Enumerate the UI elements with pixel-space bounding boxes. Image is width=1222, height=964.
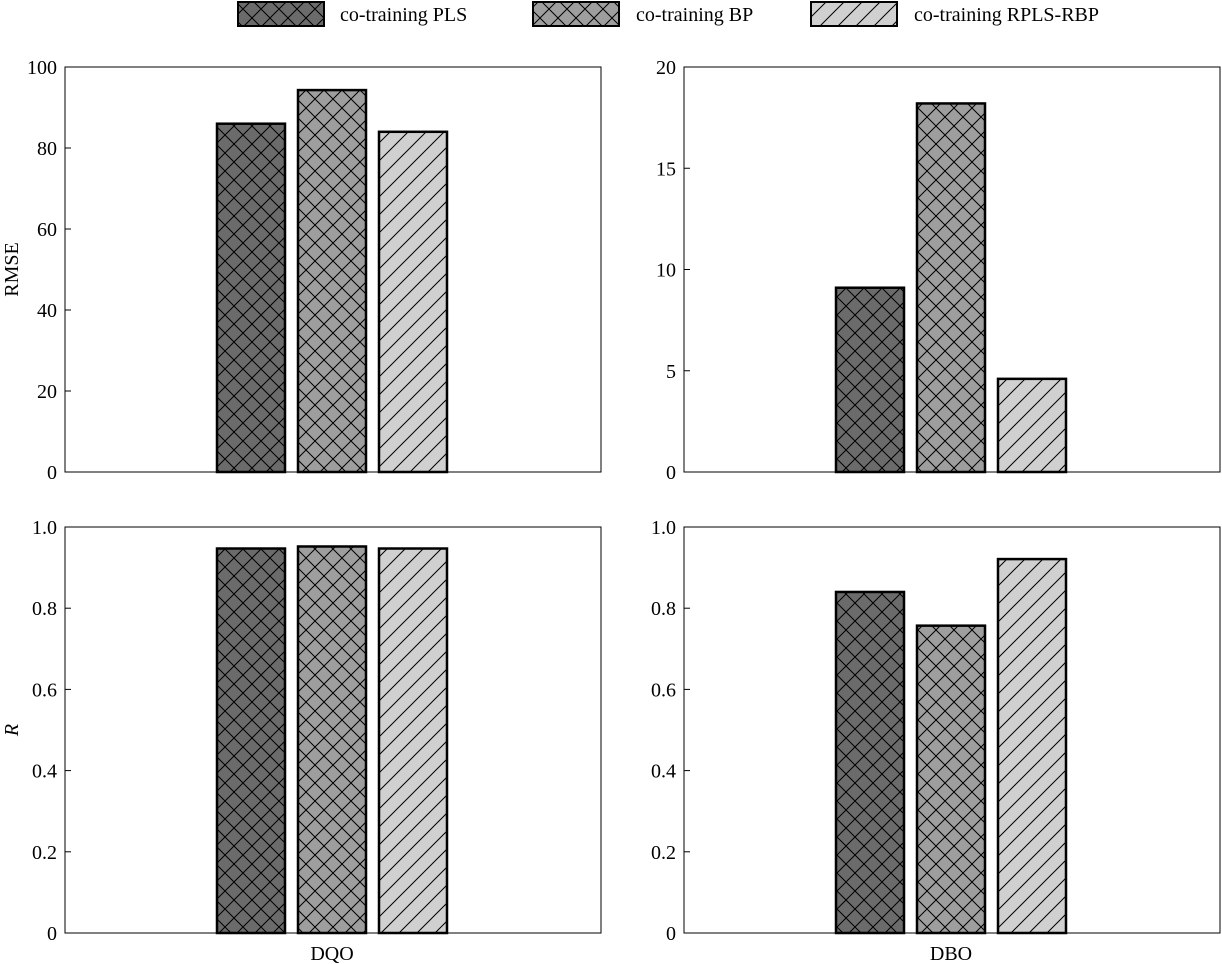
- y-tick-label: 0.4: [651, 761, 676, 783]
- legend-label-pls: co-training PLS: [340, 4, 467, 26]
- y-tick-label: 0.4: [32, 761, 57, 783]
- y-tick-label: 0.2: [651, 842, 676, 864]
- y-tick-label: 10: [656, 260, 676, 282]
- legend-label-rpls-rbp: co-training RPLS-RBP: [914, 4, 1099, 26]
- y-tick-label: 0.8: [651, 598, 676, 620]
- y-axis-label: R: [1, 724, 23, 737]
- chart-rmse-dqo: 0 20 40 60 80 100 RMSE: [1, 57, 602, 484]
- y-tick-label: 20: [656, 57, 676, 79]
- y-tick-label: 100: [27, 57, 57, 79]
- bar-hatch-co-training-bp: [915, 102, 987, 474]
- legend-item-bp: co-training BP: [532, 1, 753, 27]
- legend-item-rpls-rbp: co-training RPLS-RBP: [810, 1, 1099, 27]
- y-tick-label: 20: [37, 381, 57, 403]
- y-tick-label: 5: [666, 361, 676, 383]
- bar-hatch-co-training-bp: [915, 624, 987, 935]
- chart-r-dqo: 0 0.2 0.4 0.6 0.8 1.0 R DQO: [1, 517, 602, 964]
- y-tick-label: 1.0: [651, 517, 676, 539]
- y-tick-label: 0.8: [32, 598, 57, 620]
- bar-hatch-co-training-pls: [215, 547, 287, 935]
- bar-hatch-co-training-rpls-rbp: [996, 557, 1068, 935]
- bar-hatch-co-training-pls: [215, 122, 287, 474]
- chart-rmse-dbo: 0 5 10 15 20: [656, 57, 1221, 484]
- y-tick-label: 0.6: [32, 679, 57, 701]
- y-tick-label: 40: [37, 300, 57, 322]
- chart-r-dbo: 0 0.2 0.4 0.6 0.8 1.0 DBO: [651, 517, 1221, 964]
- y-tick-label: 80: [37, 138, 57, 160]
- x-category-label: DBO: [930, 943, 972, 964]
- y-tick-label: 1.0: [32, 517, 57, 539]
- legend-swatch-rpls-rbp-hatch: [810, 1, 898, 27]
- bar-hatch-co-training-rpls-rbp: [996, 377, 1068, 474]
- y-tick-label: 0: [47, 462, 57, 484]
- y-tick-label: 0.6: [651, 679, 676, 701]
- bar-hatch-co-training-rpls-rbp: [377, 547, 449, 935]
- y-tick-label: 0: [666, 462, 676, 484]
- legend-swatch-bp-hatch: [532, 1, 620, 27]
- bar-hatch-co-training-bp: [296, 88, 368, 474]
- y-tick-label: 15: [656, 158, 676, 180]
- y-tick-label: 0.2: [32, 842, 57, 864]
- y-axis-label: RMSE: [1, 242, 23, 296]
- legend-swatch-pls-hatch: [237, 1, 325, 27]
- y-tick-label: 0: [666, 923, 676, 945]
- legend-label-bp: co-training BP: [636, 4, 753, 26]
- y-tick-label: 0: [47, 923, 57, 945]
- legend: co-training PLS co-training BP co-traini…: [237, 1, 1099, 27]
- bar-hatch-co-training-pls: [834, 590, 906, 935]
- x-category-label: DQO: [310, 943, 353, 964]
- bar-hatch-co-training-bp: [296, 545, 368, 935]
- legend-item-pls: co-training PLS: [237, 1, 467, 27]
- bar-hatch-co-training-pls: [834, 286, 906, 474]
- chart-panels: 0 20 40 60 80 100 RMSE 0 5 10 15 20 0 0.2 0.4 0.6 0.8 1.0…: [1, 57, 1221, 964]
- y-tick-label: 60: [37, 219, 57, 241]
- bar-hatch-co-training-rpls-rbp: [377, 130, 449, 474]
